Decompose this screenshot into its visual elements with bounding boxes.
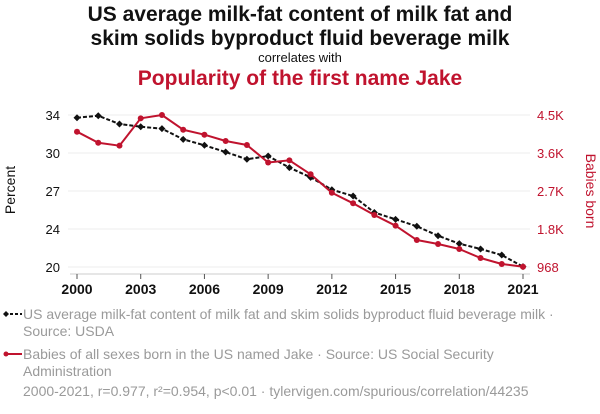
- data-point-milkfat: [477, 245, 485, 253]
- data-point-milkfat: [349, 192, 357, 200]
- x-tick-label: 2006: [189, 281, 220, 297]
- left-tick-label: 20: [46, 260, 60, 275]
- x-tick-label: 2015: [380, 281, 411, 297]
- data-point-jake: [286, 157, 293, 164]
- data-point-jake: [201, 131, 208, 138]
- data-point-milkfat: [264, 152, 272, 160]
- data-point-jake: [328, 189, 335, 196]
- chart-subtitle: correlates with: [258, 50, 342, 65]
- legend-marker-jake-icon: [3, 351, 22, 357]
- data-point-jake: [350, 200, 357, 207]
- grid-lines: [68, 114, 530, 268]
- data-point-milkfat: [94, 112, 102, 120]
- data-point-jake: [520, 263, 526, 270]
- data-point-jake: [74, 128, 80, 135]
- legend-item-jake: Babies of all sexes born in the US named…: [23, 346, 494, 379]
- chart-title-line1: US average milk-fat content of milk fat …: [87, 3, 513, 26]
- data-point-milkfat: [73, 114, 81, 122]
- data-point-milkfat: [413, 222, 421, 230]
- left-tick-label: 34: [46, 108, 60, 123]
- chart-title-line2: skim solids byproduct fluid beverage mil…: [90, 27, 510, 50]
- data-point-milkfat: [243, 155, 251, 163]
- chart-title: US average milk-fat content of milk fat …: [0, 3, 600, 51]
- data-point-jake: [456, 246, 463, 253]
- x-tick-label: 2000: [61, 281, 92, 297]
- data-point-milkfat: [434, 232, 442, 240]
- right-axis-ticks: 4.5K 3.6K 2.7K 1.8K 968: [537, 108, 564, 275]
- data-point-milkfat: [200, 141, 208, 149]
- left-tick-label: 30: [46, 146, 60, 161]
- left-axis-label: Percent: [2, 166, 18, 214]
- data-point-jake: [137, 115, 144, 122]
- data-point-milkfat: [158, 125, 166, 133]
- right-axis-label: Babies born: [583, 154, 599, 229]
- x-axis: 2000 2003 2006 2009 2012 2015 2018 2021: [61, 273, 539, 297]
- data-point-milkfat: [115, 120, 123, 128]
- left-tick-label: 27: [46, 184, 60, 199]
- x-tick-label: 2018: [444, 281, 475, 297]
- x-tick-label: 2012: [316, 281, 347, 297]
- x-tick-label: 2009: [253, 281, 284, 297]
- right-tick-label: 2.7K: [537, 184, 564, 199]
- data-point-jake: [265, 159, 272, 166]
- footer-stats: 2000-2021, r=0.977, r²=0.954, p<0.01 · t…: [23, 383, 529, 399]
- data-point-jake: [158, 112, 165, 118]
- data-point-jake: [180, 126, 187, 133]
- right-tick-label: 3.6K: [537, 146, 564, 161]
- right-tick-label: 1.8K: [537, 222, 564, 237]
- right-tick-label: 4.5K: [537, 108, 564, 123]
- x-tick-label: 2003: [125, 281, 156, 297]
- data-point-jake: [477, 255, 484, 262]
- data-point-jake: [371, 212, 378, 219]
- right-tick-label: 968: [537, 260, 559, 275]
- series-milkfat-line: [76, 114, 524, 268]
- data-point-jake: [498, 260, 505, 267]
- chart-title-secondary: Popularity of the first name Jake: [137, 67, 463, 90]
- data-point-jake: [413, 237, 420, 244]
- x-tick-label: 2021: [507, 281, 538, 297]
- data-point-milkfat: [222, 148, 230, 156]
- data-point-jake: [307, 171, 314, 178]
- data-point-milkfat: [179, 135, 187, 143]
- data-point-milkfat: [285, 164, 293, 172]
- data-point-milkfat: [498, 251, 506, 259]
- data-point-jake: [243, 141, 250, 148]
- legend-marker-milkfat-icon: [3, 311, 22, 317]
- data-point-jake: [95, 139, 102, 146]
- data-point-milkfat: [392, 215, 400, 223]
- series-group: [73, 112, 527, 271]
- left-axis-ticks: 34 30 27 24 20: [46, 108, 60, 275]
- data-point-jake: [435, 241, 442, 248]
- data-point-jake: [116, 142, 123, 149]
- data-point-milkfat: [455, 240, 463, 248]
- legend-item-milkfat: US average milk-fat content of milk fat …: [23, 306, 554, 339]
- left-tick-label: 24: [46, 222, 60, 237]
- data-point-jake: [392, 222, 399, 229]
- data-point-jake: [222, 137, 229, 144]
- series-jake-line: [76, 114, 524, 268]
- data-point-milkfat: [137, 123, 145, 131]
